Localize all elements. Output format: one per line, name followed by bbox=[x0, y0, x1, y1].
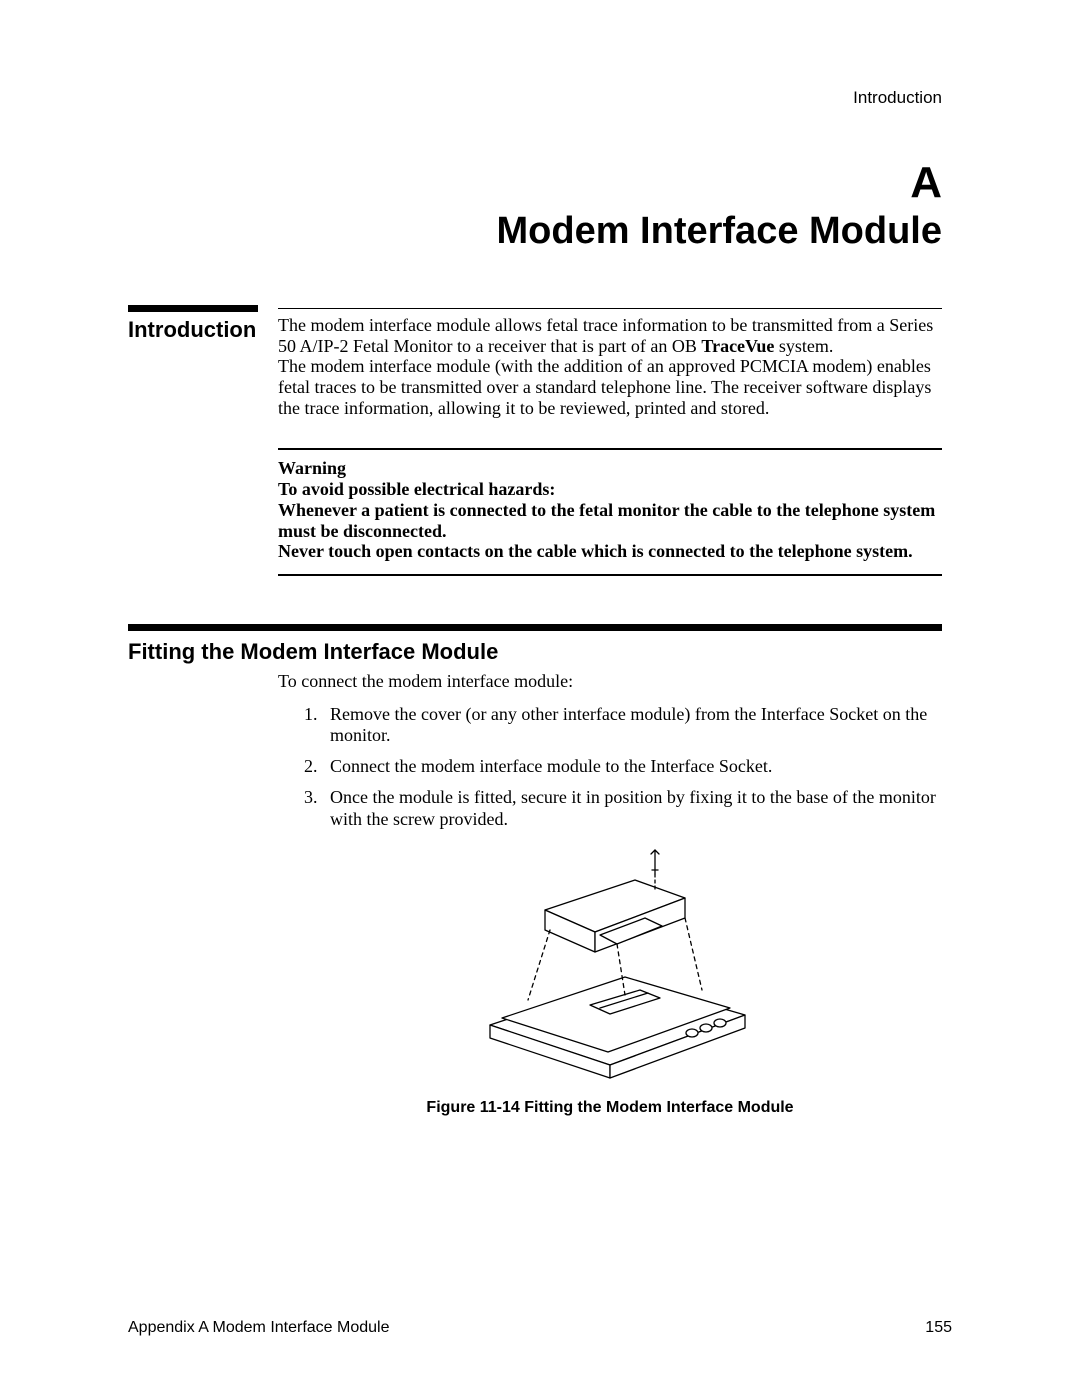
fitting-intro: To connect the modem interface module: bbox=[278, 671, 952, 692]
section2-rule-thick bbox=[128, 624, 942, 631]
intro-body: The modem interface module allows fetal … bbox=[278, 315, 952, 418]
intro-p1b: system. bbox=[774, 336, 833, 356]
footer-left: Appendix A Modem Interface Module bbox=[128, 1319, 390, 1337]
footer-right: 155 bbox=[925, 1319, 952, 1337]
section-heading-introduction: Introduction bbox=[128, 315, 278, 418]
warning-block: Warning To avoid possible electrical haz… bbox=[278, 458, 952, 561]
appendix-title: Modem Interface Module bbox=[128, 210, 942, 253]
figure-illustration bbox=[450, 840, 770, 1080]
running-header: Introduction bbox=[853, 88, 942, 108]
fitting-step-1: Remove the cover (or any other interface… bbox=[322, 704, 942, 746]
intro-p1a: The modem interface module allows fetal … bbox=[278, 315, 933, 356]
figure-caption: Figure 11-14 Fitting the Modem Interface… bbox=[278, 1099, 942, 1117]
fitting-step-2: Connect the modem interface module to th… bbox=[322, 756, 942, 777]
appendix-letter: A bbox=[128, 158, 942, 208]
warning-rule-bottom bbox=[278, 574, 942, 576]
warning-line-1: To avoid possible electrical hazards: bbox=[278, 479, 942, 500]
intro-para-1: The modem interface module allows fetal … bbox=[278, 315, 942, 356]
warning-line-3: Never touch open contacts on the cable w… bbox=[278, 541, 942, 562]
page-footer: Appendix A Modem Interface Module 155 bbox=[128, 1319, 952, 1337]
warning-label: Warning bbox=[278, 458, 942, 479]
figure-wrap: Figure 11-14 Fitting the Modem Interface… bbox=[278, 840, 952, 1117]
intro-para-2: The modem interface module (with the add… bbox=[278, 356, 942, 418]
fitting-steps: Remove the cover (or any other interface… bbox=[298, 704, 952, 830]
section-introduction: Introduction The modem interface module … bbox=[128, 315, 952, 418]
section-rule-thin bbox=[278, 308, 942, 309]
section-heading-fitting: Fitting the Modem Interface Module bbox=[128, 637, 952, 665]
intro-p1bold: TraceVue bbox=[701, 336, 774, 356]
section-rule-thick bbox=[128, 305, 258, 312]
warning-rule-top bbox=[278, 448, 942, 450]
warning-line-2: Whenever a patient is connected to the f… bbox=[278, 500, 942, 541]
fitting-step-3: Once the module is fitted, secure it in … bbox=[322, 787, 942, 829]
